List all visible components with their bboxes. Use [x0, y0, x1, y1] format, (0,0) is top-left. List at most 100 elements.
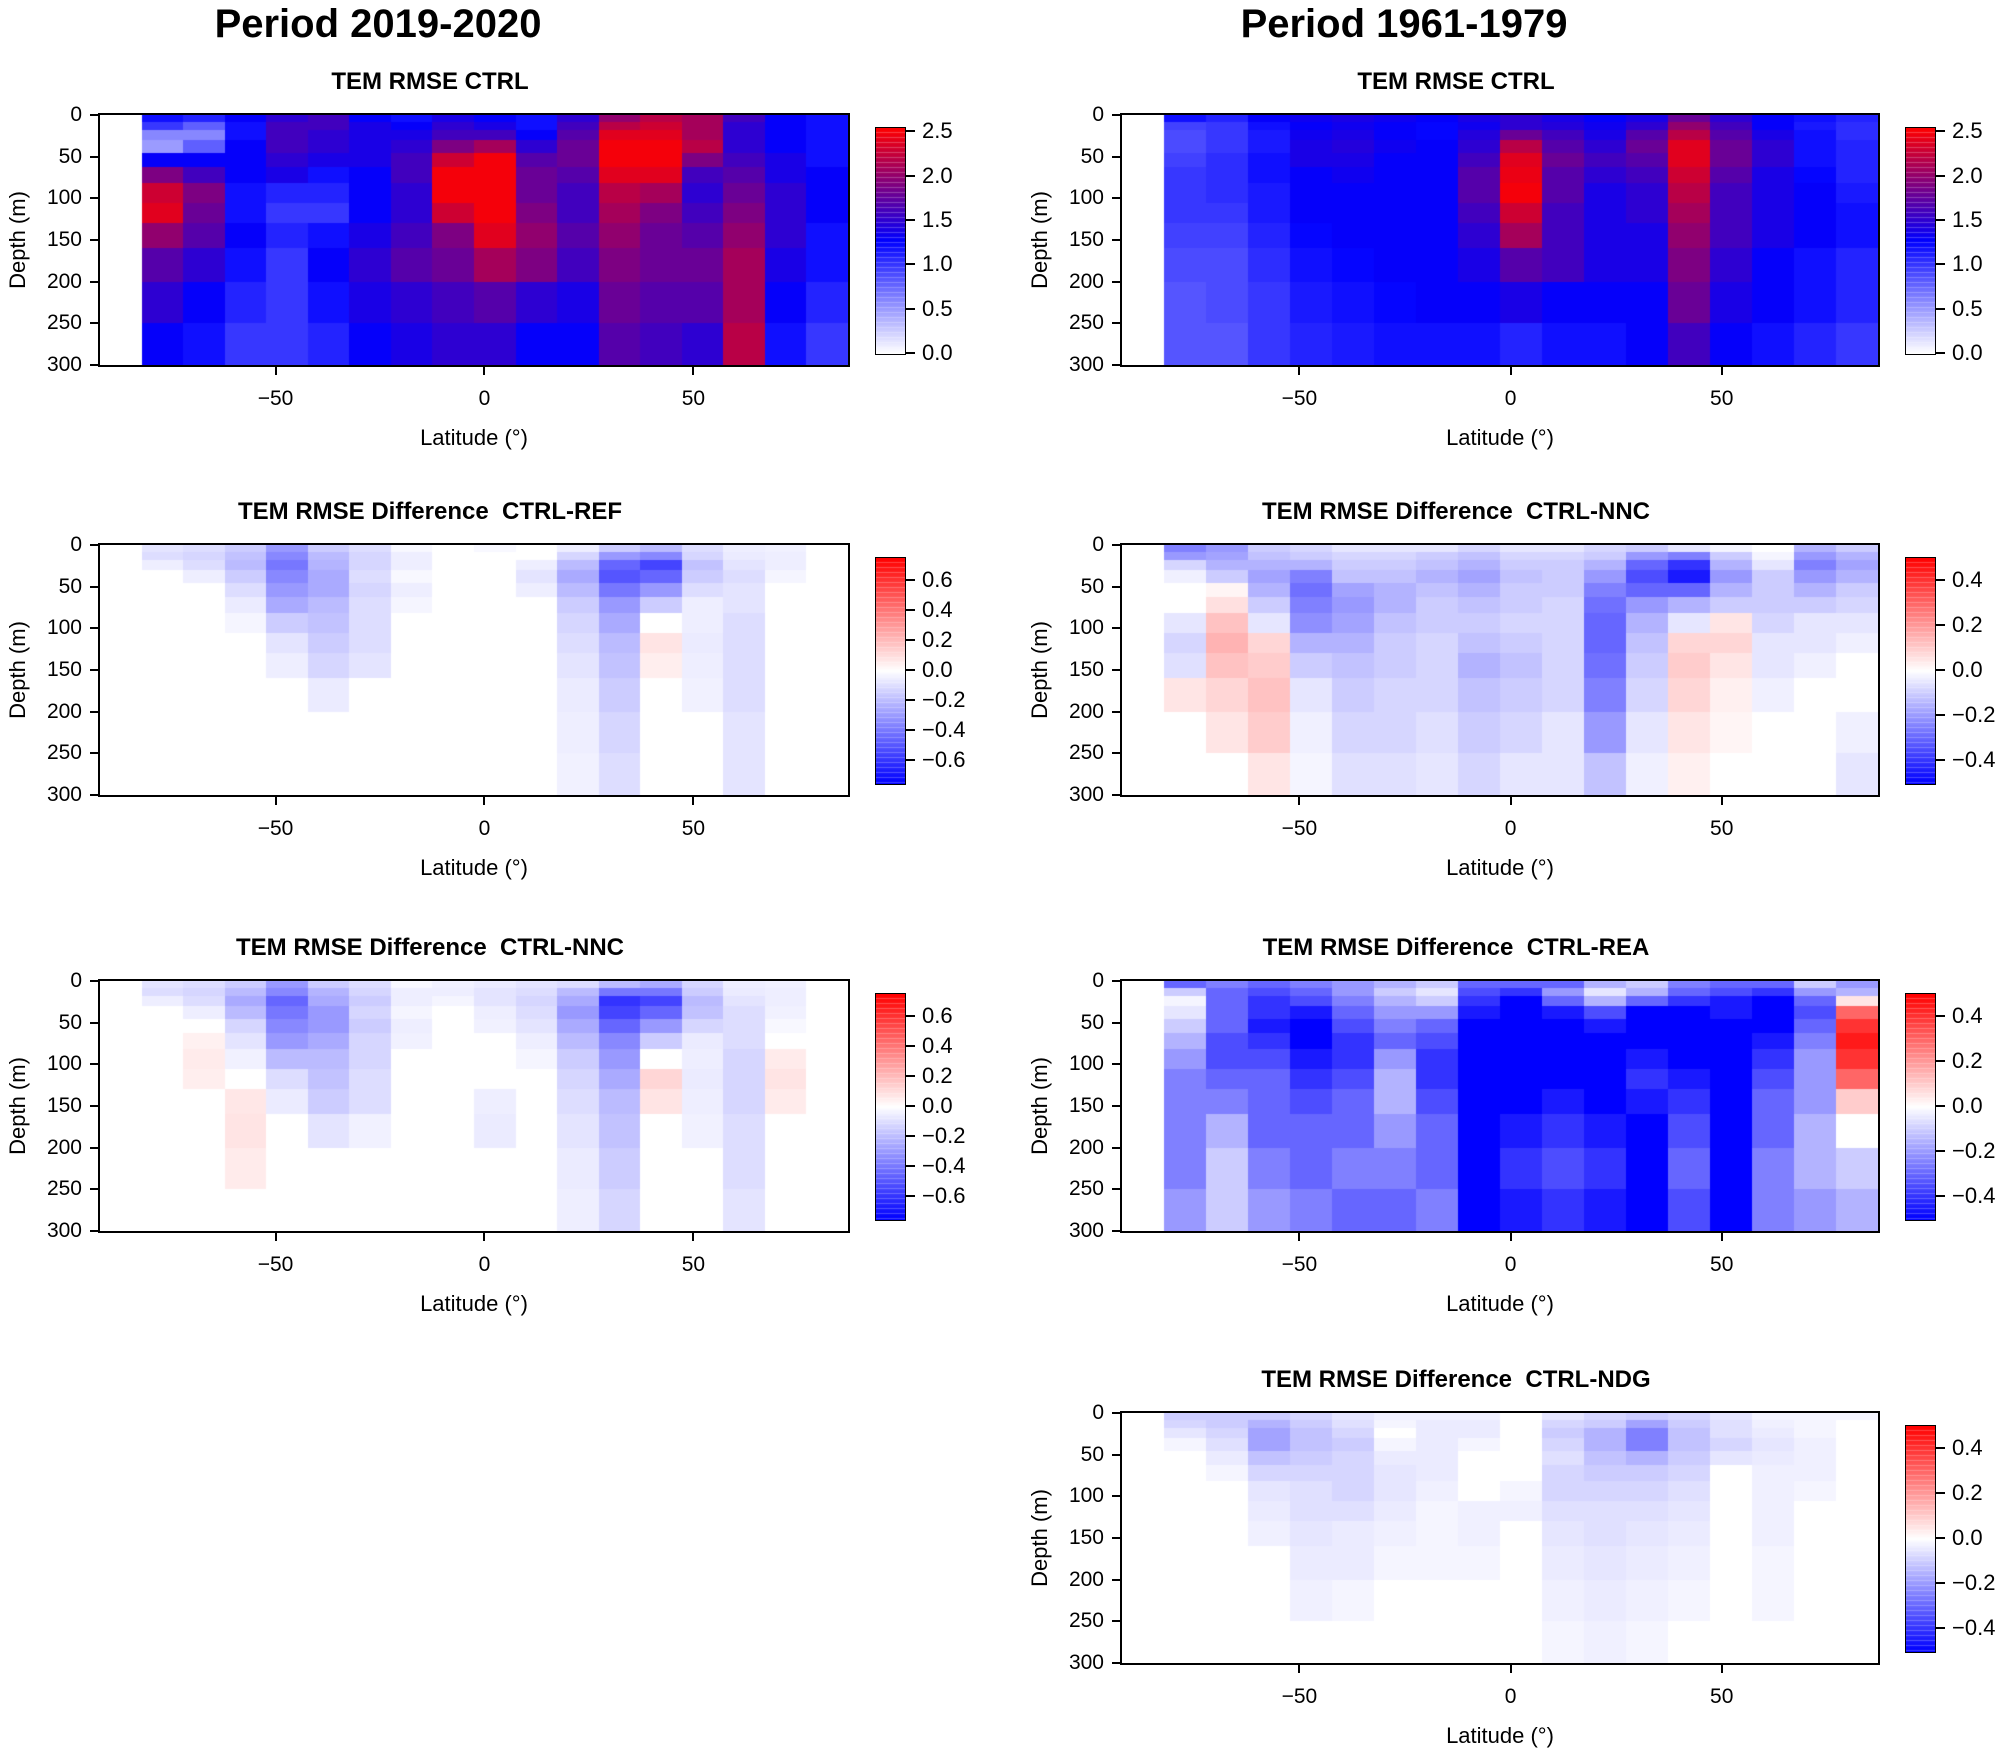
colorbar-tick: [905, 1105, 915, 1107]
y-axis-tick: [90, 239, 98, 241]
y-axis-tick: [1112, 364, 1120, 366]
y-axis-tick: [1112, 1453, 1120, 1456]
colorbar-tick-label: 0.4: [922, 1032, 953, 1058]
colorbar-tick: [1935, 1582, 1945, 1585]
colorbar-tick: [905, 608, 915, 611]
x-axis-tick-label: −50: [1281, 387, 1318, 410]
y-axis-tick: [1112, 1063, 1120, 1066]
y-axis-tick-label: 250: [1068, 1177, 1104, 1201]
heatmap-plot-area: [98, 113, 850, 367]
colorbar-tick-label: 0.0: [1952, 340, 1983, 365]
colorbar-tick: [1935, 1105, 1945, 1107]
y-axis-tick: [1112, 980, 1120, 982]
colorbar-tick: [905, 1074, 915, 1077]
y-axis-tick-label: 50: [1080, 144, 1104, 168]
y-axis-tick-label: 150: [1068, 228, 1104, 251]
y-axis-tick: [1112, 1578, 1120, 1581]
panel-title: TEM RMSE Difference CTRL-REA: [1262, 934, 1650, 961]
colorbar-tick-label: 0.2: [922, 626, 953, 652]
x-axis-tick: [1509, 797, 1512, 805]
colorbar-tick: [1935, 1537, 1945, 1539]
colorbar-tick-label: 0.6: [922, 566, 953, 592]
panel-title: TEM RMSE Difference CTRL-NNC: [1261, 498, 1651, 525]
colorbar-tick-label: 0.4: [922, 596, 953, 622]
y-axis-label: Depth (m): [5, 621, 30, 719]
y-axis-tick: [90, 710, 98, 713]
y-axis-label: Depth (m): [1027, 621, 1052, 719]
y-axis-tick-label: 250: [1068, 311, 1104, 335]
x-axis-tick: [1509, 1665, 1512, 1673]
y-axis-tick: [90, 1105, 98, 1107]
colorbar-tick-label: −0.2: [1952, 1138, 1996, 1164]
panel-title: TEM RMSE Difference CTRL-NNC: [235, 934, 625, 961]
y-axis-tick-label: 0: [1092, 969, 1104, 992]
x-axis-tick: [483, 1233, 486, 1241]
y-axis-tick-label: 300: [1068, 783, 1104, 806]
colorbar-tick: [905, 1014, 915, 1017]
y-axis-tick: [1112, 1412, 1120, 1414]
x-axis-label: Latitude (°): [1446, 855, 1554, 880]
colorbar-canvas: [876, 558, 905, 784]
y-axis-tick-label: 0: [1092, 103, 1104, 126]
y-axis-label: Depth (m): [1027, 1057, 1052, 1155]
colorbar: [1905, 1425, 1936, 1653]
y-axis-tick: [90, 1188, 98, 1191]
colorbar-tick-label: 0.4: [1952, 1434, 1983, 1460]
x-axis-tick: [1720, 1665, 1723, 1673]
x-axis-tick-label: 50: [1710, 1253, 1734, 1276]
y-axis-tick-label: 250: [46, 741, 82, 765]
x-axis-tick-label: 0: [1504, 1253, 1517, 1276]
x-axis-tick-label: 0: [1504, 387, 1517, 410]
y-axis-tick: [1112, 1146, 1120, 1149]
y-axis-tick-label: 200: [1068, 1135, 1104, 1159]
y-axis-label: Depth (m): [1027, 1489, 1052, 1587]
heatmap-canvas: [100, 545, 848, 795]
colorbar-tick-label: 0.2: [922, 1062, 953, 1088]
x-axis-tick: [1298, 1233, 1301, 1241]
colorbar-tick: [905, 1165, 915, 1168]
x-axis-tick: [274, 367, 277, 375]
y-axis-tick-label: 50: [1080, 1010, 1104, 1034]
y-axis-tick: [1112, 114, 1120, 116]
colorbar: [1905, 557, 1936, 785]
colorbar-tick: [905, 1044, 915, 1047]
y-axis-tick: [1112, 197, 1120, 200]
colorbar-tick-label: 2.0: [922, 162, 953, 188]
y-axis-tick: [90, 544, 98, 546]
colorbar-tick: [1935, 759, 1945, 762]
y-axis-tick-label: 50: [58, 1010, 82, 1034]
colorbar-tick-label: 1.0: [1952, 251, 1983, 277]
colorbar-tick: [1935, 174, 1945, 177]
colorbar-tick-label: 0.5: [922, 295, 953, 321]
x-axis-tick: [1720, 1233, 1723, 1241]
y-axis-tick: [1112, 544, 1120, 546]
y-axis-label: Depth (m): [5, 1057, 30, 1155]
colorbar-tick-label: −0.2: [922, 1123, 966, 1149]
x-axis-tick-label: 0: [478, 817, 491, 840]
y-axis-tick-label: 100: [46, 616, 82, 640]
colorbar-tick-label: 0.2: [1952, 611, 1983, 637]
x-axis-tick-label: −50: [257, 817, 294, 840]
colorbar-tick-label: −0.4: [1952, 1615, 1996, 1641]
colorbar-tick-label: −0.6: [922, 747, 966, 773]
y-axis-tick: [90, 1146, 98, 1149]
x-axis-tick-label: 0: [478, 387, 491, 410]
colorbar-tick-label: −0.4: [922, 1153, 966, 1179]
colorbar-tick: [905, 699, 915, 702]
y-axis-tick-label: 0: [1092, 533, 1104, 556]
colorbar-tick: [1935, 714, 1945, 717]
colorbar-tick-label: 0.0: [922, 340, 953, 365]
y-axis-tick-label: 300: [1068, 1651, 1104, 1674]
colorbar-tick-label: −0.4: [1952, 1183, 1996, 1209]
heatmap-plot-area: [1120, 1411, 1880, 1665]
y-axis-tick: [1112, 1021, 1120, 1024]
colorbar-tick: [905, 130, 915, 133]
y-axis-tick-label: 250: [46, 1177, 82, 1201]
x-axis-tick-label: 0: [478, 1253, 491, 1276]
y-axis-tick-label: 200: [46, 269, 82, 293]
colorbar-tick: [1935, 130, 1945, 133]
y-axis-tick: [90, 585, 98, 588]
y-axis-tick-label: 150: [46, 658, 82, 681]
y-axis-tick-label: 50: [1080, 1442, 1104, 1466]
colorbar-canvas: [1906, 558, 1935, 784]
